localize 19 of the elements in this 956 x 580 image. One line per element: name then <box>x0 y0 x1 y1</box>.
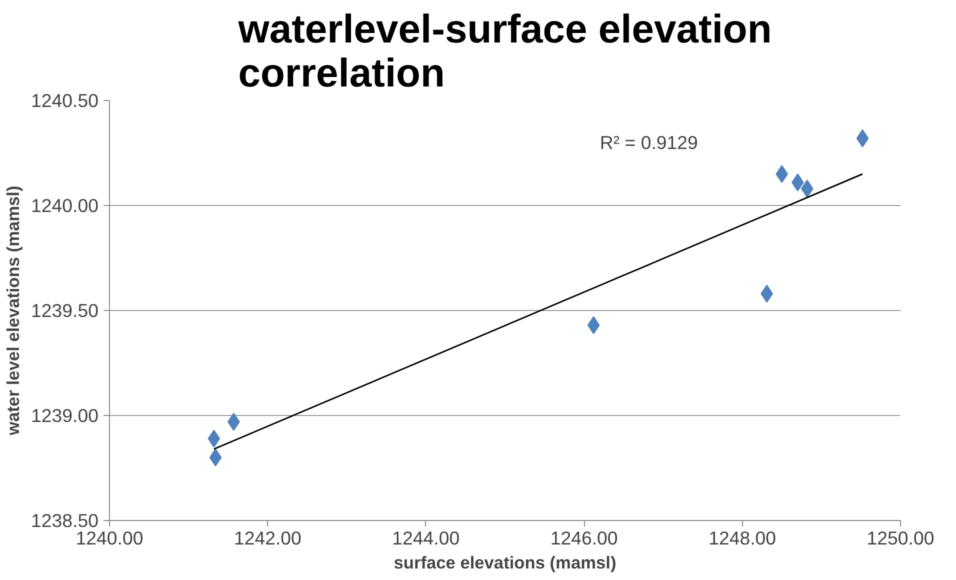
point <box>856 129 869 148</box>
y-tick-label: 1239.50 <box>31 300 99 321</box>
point <box>587 316 600 334</box>
y-axis-title: water level elevations (mamsl) <box>3 186 24 436</box>
y-tick-label: 1240.50 <box>31 90 99 111</box>
y-tick-label: 1239.00 <box>31 405 99 426</box>
point <box>776 165 788 183</box>
x-tick-label: 1246.00 <box>550 528 618 548</box>
chart-title: waterlevel-surface elevation correlation <box>237 8 772 96</box>
point <box>208 430 220 448</box>
x-tick-label: 1250.00 <box>866 528 934 548</box>
annotation: R² = 0.9129 <box>600 132 698 153</box>
x-tick-label: 1244.00 <box>392 528 460 548</box>
point <box>209 448 222 466</box>
point <box>800 180 814 198</box>
x-tick-label: 1248.00 <box>708 528 776 548</box>
x-axis-title: surface elevations (mamsl) <box>394 552 616 572</box>
x-tick-label: 1242.00 <box>234 528 302 548</box>
y-tick-label: 1240.00 <box>31 195 99 216</box>
